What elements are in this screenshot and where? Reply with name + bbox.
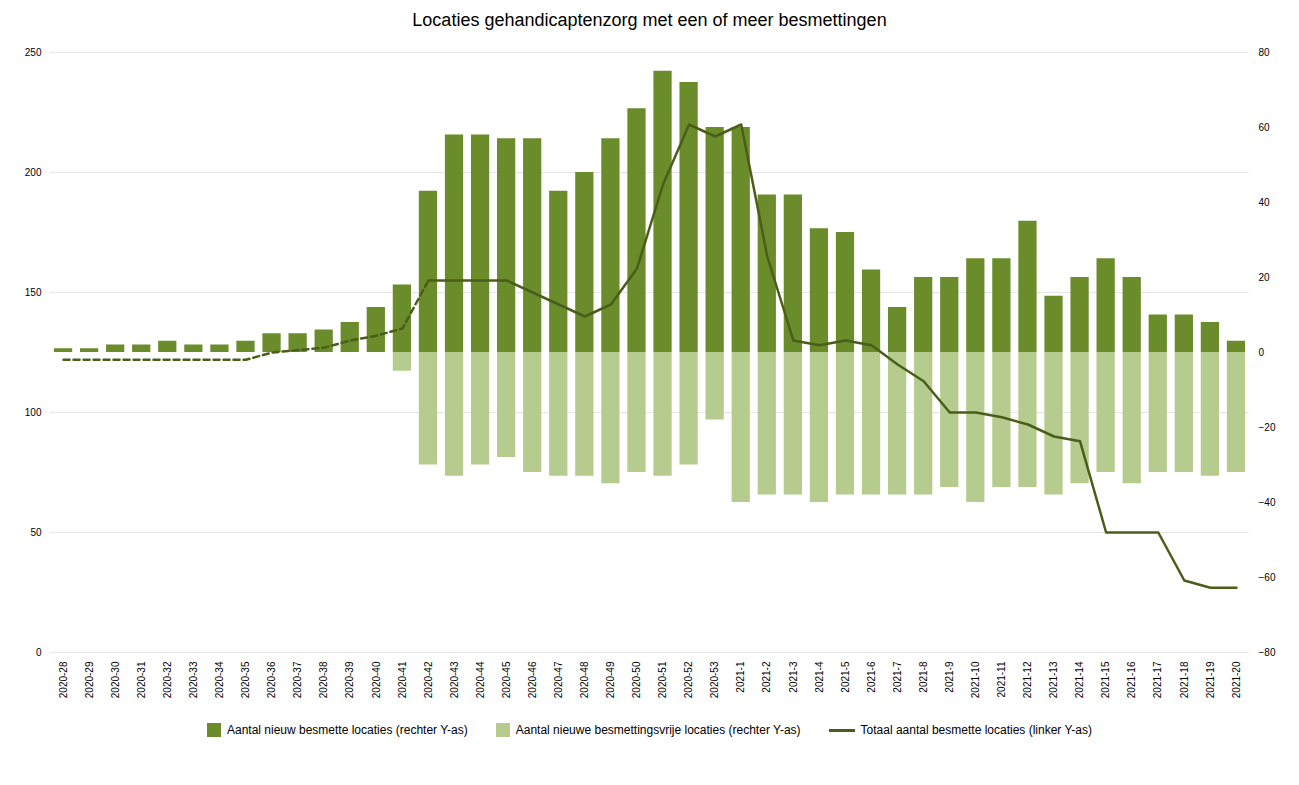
svg-text:−20: −20 [1259, 422, 1276, 433]
svg-text:−40: −40 [1259, 497, 1276, 508]
svg-text:2020-45: 2020-45 [501, 661, 512, 698]
svg-text:2020-30: 2020-30 [110, 661, 121, 698]
svg-text:2020-47: 2020-47 [553, 661, 564, 698]
html-text:Aantal nieuwe besmettingsvrije: Aantal nieuwe besmettingsvrije locaties … [515, 723, 801, 737]
svg-text:2021-14: 2021-14 [1074, 661, 1085, 698]
svg-text:80: 80 [1259, 47, 1271, 58]
svg-text:2020-42: 2020-42 [423, 661, 434, 698]
svg-text:100: 100 [25, 407, 42, 418]
svg-text:2021-7: 2021-7 [892, 661, 903, 693]
svg-text:2020-48: 2020-48 [579, 661, 590, 698]
svg-text:2020-50: 2020-50 [631, 661, 642, 698]
svg-text:200: 200 [25, 167, 42, 178]
svg-text:2021-8: 2021-8 [918, 661, 929, 693]
svg-text:2020-52: 2020-52 [683, 661, 694, 698]
svg-text:250: 250 [25, 47, 42, 58]
svg-text:2021-20: 2021-20 [1231, 661, 1242, 698]
svg-text:2021-12: 2021-12 [1022, 661, 1033, 698]
svg-text:2021-2: 2021-2 [761, 661, 772, 693]
svg-text:2020-37: 2020-37 [292, 661, 303, 698]
svg-text:2021-1: 2021-1 [735, 661, 746, 693]
svg-text:60: 60 [1259, 122, 1271, 133]
svg-text:−80: −80 [1259, 647, 1276, 658]
svg-text:2020-32: 2020-32 [162, 661, 173, 698]
svg-text:2020-34: 2020-34 [214, 661, 225, 698]
svg-text:2021-17: 2021-17 [1152, 661, 1163, 698]
html-text:Aantal nieuw besmette locaties: Aantal nieuw besmette locaties (rechter … [227, 723, 468, 737]
svg-text:2020-29: 2020-29 [84, 661, 95, 698]
svg-text:2020-49: 2020-49 [605, 661, 616, 698]
svg-text:150: 150 [25, 287, 42, 298]
svg-text:2021-16: 2021-16 [1126, 661, 1137, 698]
svg-text:2020-40: 2020-40 [371, 661, 382, 698]
svg-text:2021-3: 2021-3 [788, 661, 799, 693]
svg-text:2020-38: 2020-38 [318, 661, 329, 698]
svg-text:2020-41: 2020-41 [397, 661, 408, 698]
svg-text:2020-33: 2020-33 [188, 661, 199, 698]
svg-text:2021-15: 2021-15 [1100, 661, 1111, 698]
svg-text:2021-5: 2021-5 [840, 661, 851, 693]
svg-text:−60: −60 [1259, 572, 1276, 583]
svg-text:2020-43: 2020-43 [449, 661, 460, 698]
svg-text:2020-39: 2020-39 [344, 661, 355, 698]
svg-text:2021-9: 2021-9 [944, 661, 955, 693]
svg-text:2021-4: 2021-4 [814, 661, 825, 693]
svg-text:2020-44: 2020-44 [475, 661, 486, 698]
svg-text:50: 50 [30, 527, 42, 538]
svg-text:2021-11: 2021-11 [996, 661, 1007, 697]
svg-text:2020-28: 2020-28 [58, 661, 69, 698]
svg-text:2021-19: 2021-19 [1205, 661, 1216, 698]
svg-text:0: 0 [1259, 347, 1265, 358]
html-text:Locaties gehandicaptenzorg met: Locaties gehandicaptenzorg met een of me… [412, 10, 887, 30]
svg-text:2020-31: 2020-31 [136, 661, 147, 698]
svg-text:2021-10: 2021-10 [970, 661, 981, 698]
svg-text:2020-46: 2020-46 [527, 661, 538, 698]
svg-text:20: 20 [1259, 272, 1271, 283]
svg-text:2020-36: 2020-36 [266, 661, 277, 698]
html-text:Totaal aantal besmette locatie: Totaal aantal besmette locaties (linker … [860, 723, 1092, 737]
svg-text:0: 0 [36, 647, 42, 658]
svg-text:2020-53: 2020-53 [709, 661, 720, 698]
svg-text:2021-13: 2021-13 [1048, 661, 1059, 698]
svg-text:2021-6: 2021-6 [866, 661, 877, 693]
svg-text:2021-18: 2021-18 [1179, 661, 1190, 698]
svg-text:2020-51: 2020-51 [657, 661, 668, 698]
svg-text:2020-35: 2020-35 [240, 661, 251, 698]
svg-text:40: 40 [1259, 197, 1271, 208]
